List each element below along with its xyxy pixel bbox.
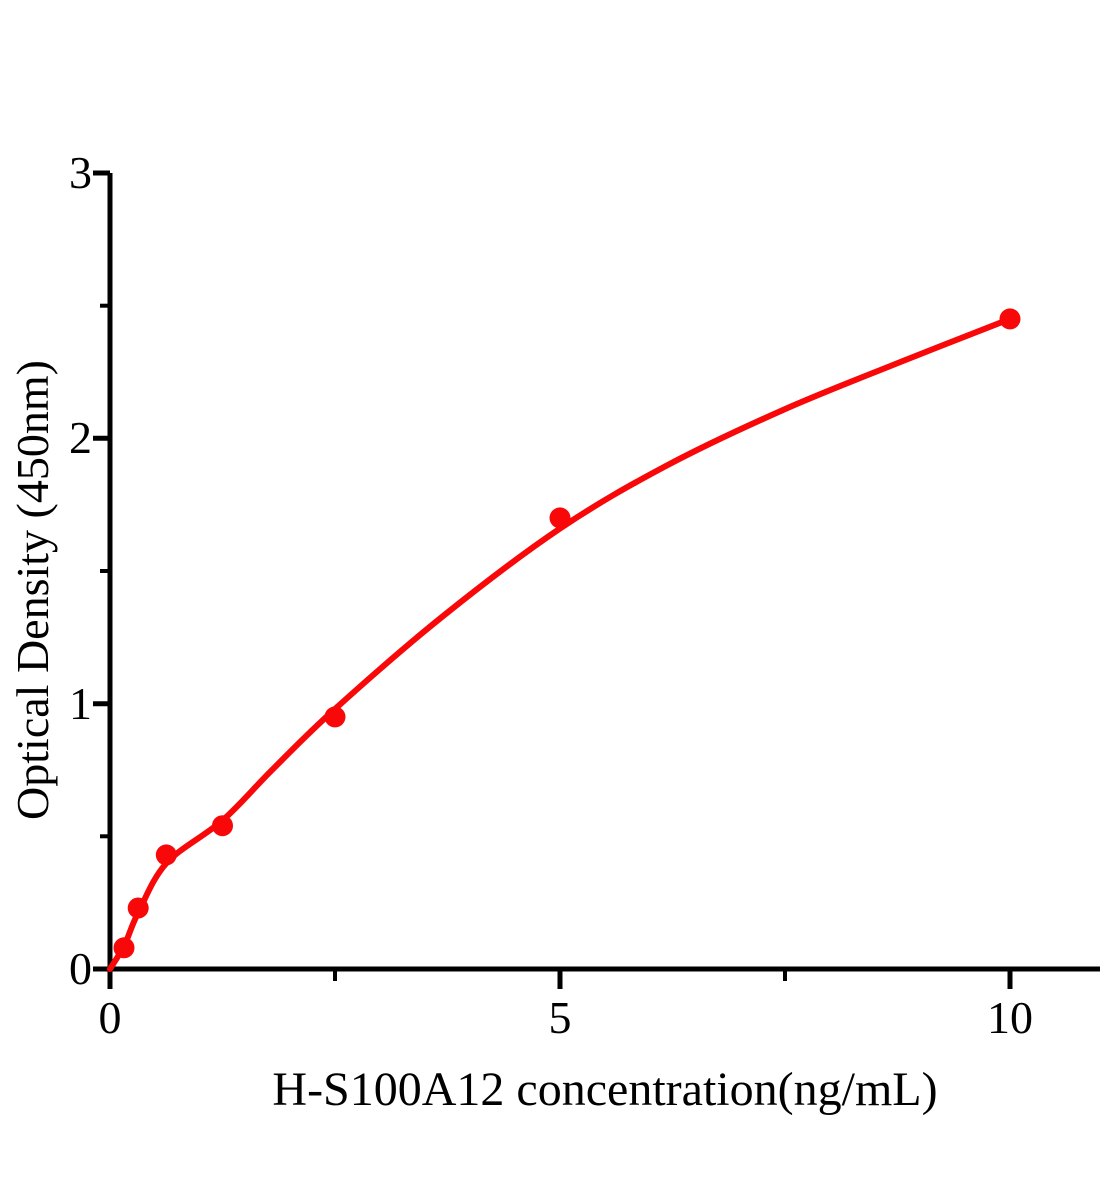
y-tick-label-2: 2 — [69, 412, 92, 463]
x-axis-title: H-S100A12 concentration(ng/mL) — [272, 1063, 937, 1116]
x-tick-label-10: 10 — [987, 992, 1033, 1043]
chart-series-layer — [107, 308, 1021, 972]
y-tick-label-1: 1 — [69, 678, 92, 729]
y-axis-title: Optical Density (450nm) — [7, 360, 58, 820]
x-tick-label-5: 5 — [549, 992, 572, 1043]
data-point — [212, 815, 233, 837]
y-tick-label-0: 0 — [69, 943, 92, 994]
y-tick-label-3: 3 — [69, 147, 92, 198]
x-tick-label-0: 0 — [99, 992, 122, 1043]
fitted-curve — [107, 315, 1013, 972]
axis-tick-marks — [93, 170, 1013, 989]
